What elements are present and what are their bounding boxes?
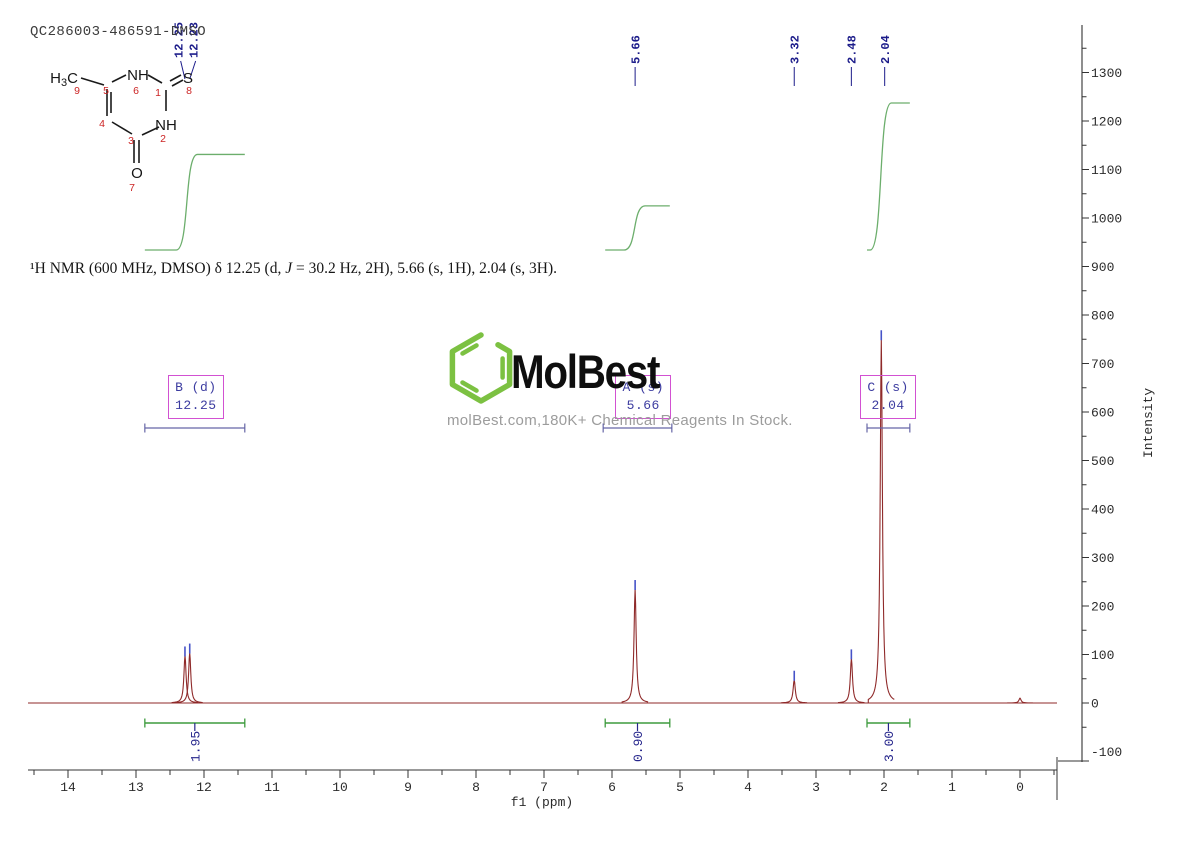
x-tick-label: 7 (540, 780, 548, 795)
bond (141, 126, 160, 136)
atom-number: 1 (155, 87, 161, 99)
shift-label: 3.32 (788, 35, 802, 64)
atom-number: 5 (103, 85, 109, 97)
spectrum-trace (28, 338, 1057, 704)
bond (111, 121, 133, 135)
multiplet-box-a: A (s) 5.66 (615, 375, 672, 419)
y-axis: 1300120011001000900800700600500400300200… (1058, 25, 1156, 762)
integral-brackets: 1.95 0.90 3.00 (144, 718, 911, 762)
nmr-assignment-text: ¹H NMR (600 MHz, DMSO) δ 12.25 (d, J = 3… (30, 260, 557, 278)
multiplet-shift: 2.04 (871, 398, 905, 413)
x-tick-label: 1 (948, 780, 956, 795)
atom-label: H3​C (50, 70, 78, 89)
molecule-structure: H3​C NH S NH O 9 5 6 1 8 4 2 3 7 (50, 67, 193, 194)
y-tick-label: 1000 (1091, 212, 1122, 227)
y-tick-label: -100 (1091, 745, 1122, 760)
nmr-peak (780, 679, 808, 704)
bond (80, 77, 105, 86)
x-tick-label: 0 (1016, 780, 1024, 795)
multiplet-label: A (s) (622, 380, 665, 395)
y-tick-label: 1200 (1091, 115, 1122, 130)
x-tick-label: 3 (812, 780, 820, 795)
x-axis-title: f1 (ppm) (511, 795, 573, 810)
y-tick-label: 500 (1091, 454, 1114, 469)
multiplet-box-b: B (d) 12.25 (167, 375, 224, 419)
y-tick-label: 400 (1091, 503, 1114, 518)
nmr-peak (621, 588, 649, 704)
bond (111, 74, 127, 83)
x-tick-label: 12 (196, 780, 212, 795)
bond (169, 74, 182, 82)
atom-number: 9 (74, 85, 80, 97)
atom-number: 8 (186, 85, 192, 97)
assignment-part-2: = 30.2 Hz, 2H), 5.66 (s, 1H), 2.04 (s, 3… (292, 260, 558, 277)
y-tick-label: 1100 (1091, 163, 1122, 178)
bond (147, 74, 163, 84)
shift-label-leader (189, 60, 197, 80)
nmr-peak (176, 652, 203, 704)
x-tick-label: 9 (404, 780, 412, 795)
y-tick-label: 300 (1091, 551, 1114, 566)
atom-number: 7 (129, 182, 135, 194)
integral-value: 3.00 (882, 731, 897, 762)
multiplet-shift: 12.25 (175, 398, 217, 413)
atom-number: 4 (99, 118, 105, 130)
multiplet-label: C (s) (867, 380, 909, 395)
multiplet-box-c: C (s) 2.04 (860, 375, 917, 419)
shift-label-leader (180, 60, 186, 80)
y-tick-label: 1300 (1091, 66, 1122, 81)
x-tick-label: 6 (608, 780, 616, 795)
nmr-peak (1006, 697, 1034, 704)
shift-label: 5.66 (629, 35, 643, 64)
y-tick-label: 700 (1091, 357, 1114, 372)
atom-label: S (183, 70, 193, 87)
integral-value: 0.90 (631, 731, 646, 762)
bond (171, 79, 184, 87)
atom-label: NH (127, 67, 149, 84)
assignment-coupling-j: J (285, 260, 293, 277)
atom-number: 6 (133, 85, 139, 97)
integral-value: 1.95 (188, 731, 203, 762)
sample-title: QC286003-486591-DMSO (30, 24, 207, 40)
integral-curve (144, 153, 245, 251)
integral-curves (144, 102, 910, 251)
multiplet-label: B (d) (175, 380, 217, 395)
shift-labels: 12.25 12.23 5.66 3.32 2.48 2.04 (172, 22, 893, 86)
y-tick-label: 100 (1091, 648, 1114, 663)
shift-label: 12.25 (172, 22, 186, 58)
y-tick-label: 0 (1091, 697, 1099, 712)
multiplet-shift: 5.66 (626, 398, 660, 413)
x-tick-label: 8 (472, 780, 480, 795)
nmr-peak (837, 657, 865, 704)
shift-label: 2.04 (879, 35, 893, 64)
x-tick-label: 13 (128, 780, 144, 795)
assignment-part-1: ¹H NMR (600 MHz, DMSO) δ 12.25 (d, (30, 260, 286, 277)
y-tick-label: 600 (1091, 406, 1114, 421)
atom-label: O (131, 165, 143, 182)
integral-curve (605, 205, 670, 251)
peak-top-ticks (184, 330, 883, 681)
integral-curve (867, 102, 910, 251)
shift-label: 12.23 (187, 22, 201, 58)
x-tick-label: 4 (744, 780, 752, 795)
nmr-peak (867, 338, 895, 704)
nmr-peak (171, 654, 199, 704)
x-tick-label: 11 (264, 780, 280, 795)
atom-number: 3 (128, 135, 134, 147)
x-tick-label: 10 (332, 780, 348, 795)
atom-number: 2 (160, 133, 166, 145)
y-tick-label: 800 (1091, 309, 1114, 324)
x-axis: 14 13 12 11 10 9 8 7 6 5 4 3 2 1 0f1 (ppm) (28, 757, 1058, 810)
x-tick-label: 5 (676, 780, 684, 795)
x-tick-label: 14 (60, 780, 76, 795)
atom-label: NH (155, 117, 177, 134)
y-tick-label: 200 (1091, 600, 1114, 615)
y-axis-title: Intensity (1141, 388, 1156, 458)
shift-label: 2.48 (846, 35, 860, 64)
y-tick-label: 900 (1091, 260, 1114, 275)
x-tick-label: 2 (880, 780, 888, 795)
